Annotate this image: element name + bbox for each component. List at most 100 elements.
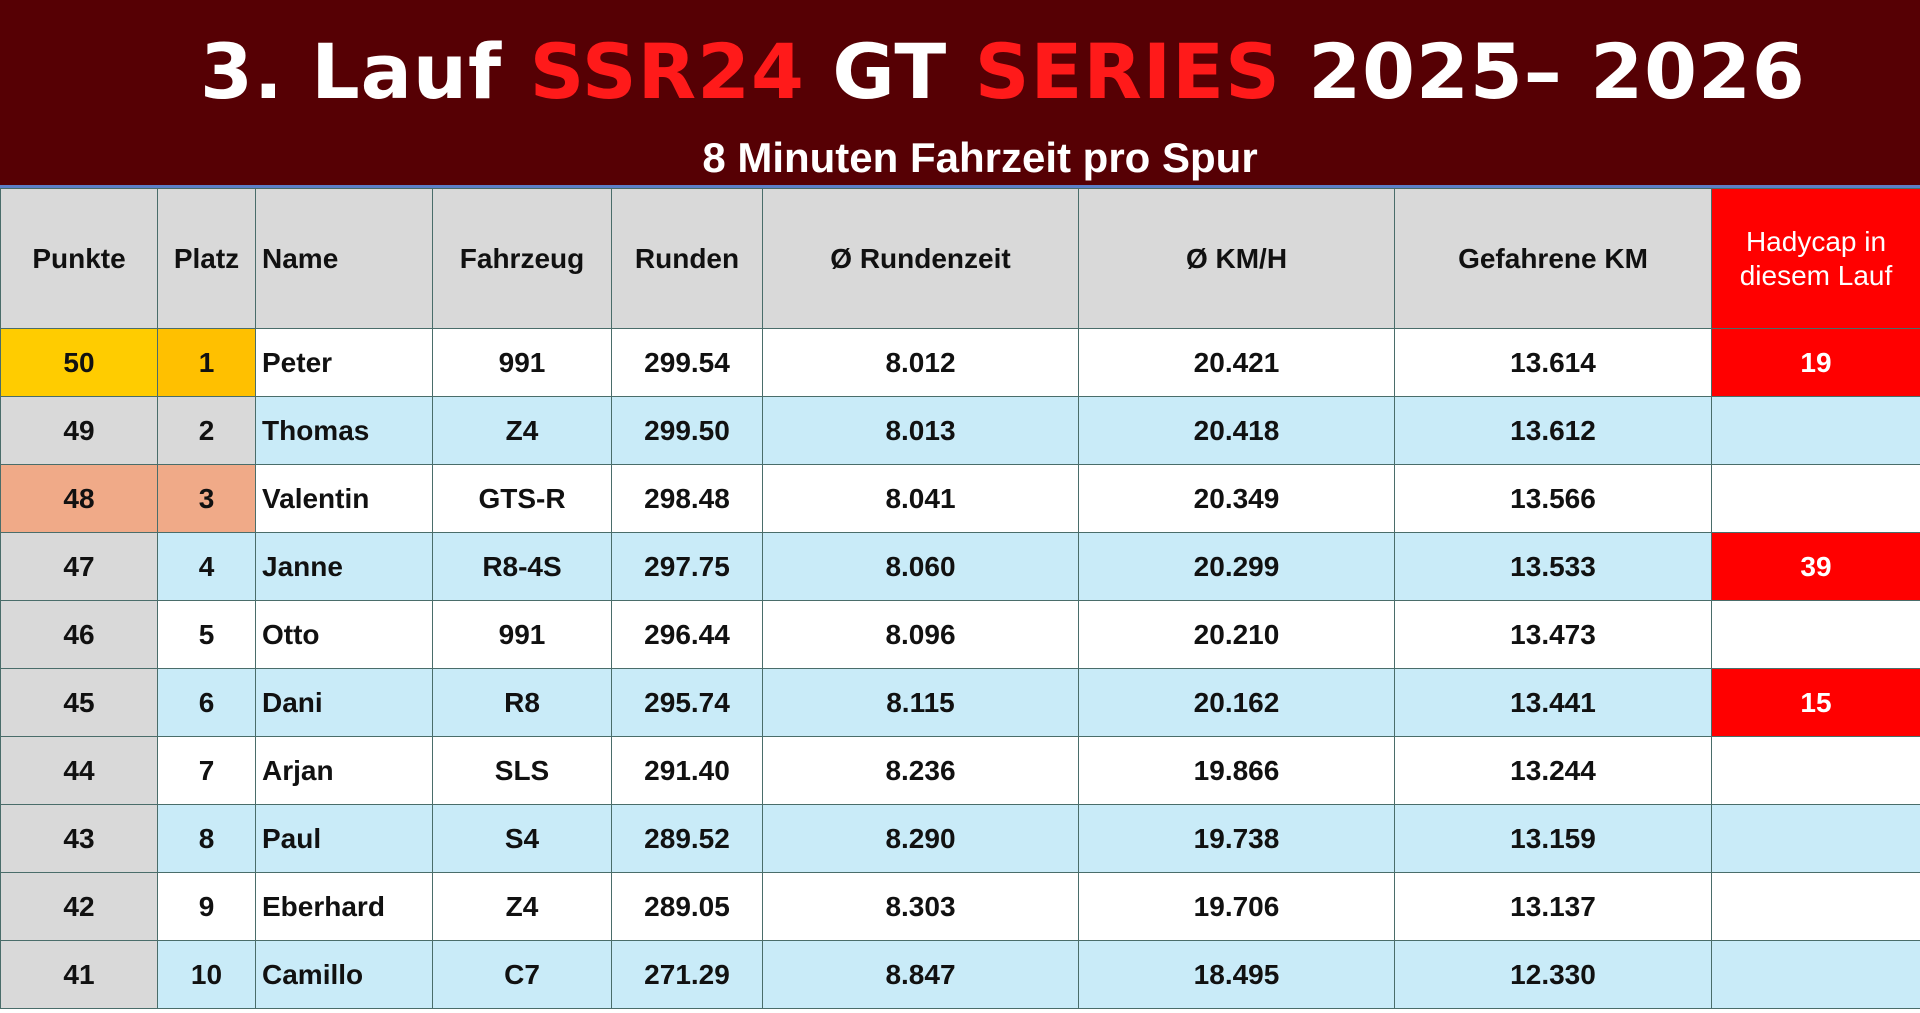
cell-name: Valentin	[255, 464, 433, 533]
cell-rundenzeit: 8.012	[762, 328, 1079, 397]
cell-fahrzeug: SLS	[432, 736, 612, 805]
cell-rundenzeit: 8.847	[762, 940, 1079, 1009]
header-runden: Runden	[611, 188, 763, 329]
cell-kmh: 19.706	[1078, 872, 1395, 941]
cell-runden: 296.44	[611, 600, 763, 669]
cell-name: Dani	[255, 668, 433, 737]
cell-platz: 7	[157, 736, 256, 805]
cell-km: 13.566	[1394, 464, 1712, 533]
cell-punkte: 44	[0, 736, 158, 805]
table-row: 46 5 Otto 991 296.44 8.096 20.210 13.473	[0, 600, 1920, 669]
cell-rundenzeit: 8.290	[762, 804, 1079, 873]
cell-punkte: 42	[0, 872, 158, 941]
title-season: 2025– 2026	[1280, 27, 1806, 116]
header-handicap: Hadycap in diesem Lauf	[1711, 188, 1920, 329]
cell-runden: 297.75	[611, 532, 763, 601]
cell-runden: 291.40	[611, 736, 763, 805]
cell-kmh: 20.421	[1078, 328, 1395, 397]
cell-fahrzeug: Z4	[432, 872, 612, 941]
cell-platz: 4	[157, 532, 256, 601]
header-punkte: Punkte	[0, 188, 158, 329]
cell-name: Thomas	[255, 396, 433, 465]
cell-platz: 2	[157, 396, 256, 465]
cell-km: 12.330	[1394, 940, 1712, 1009]
cell-platz: 8	[157, 804, 256, 873]
header-row: Punkte Platz Name Fahrzeug Runden Ø Rund…	[0, 188, 1920, 329]
cell-fahrzeug: GTS-R	[432, 464, 612, 533]
cell-platz: 5	[157, 600, 256, 669]
cell-fahrzeug: 991	[432, 328, 612, 397]
table-row: 45 6 Dani R8 295.74 8.115 20.162 13.441 …	[0, 668, 1920, 737]
cell-kmh: 20.299	[1078, 532, 1395, 601]
cell-rundenzeit: 8.041	[762, 464, 1079, 533]
cell-name: Otto	[255, 600, 433, 669]
cell-platz: 1	[157, 328, 256, 397]
cell-fahrzeug: R8-4S	[432, 532, 612, 601]
cell-handicap: 19	[1711, 328, 1920, 397]
cell-kmh: 18.495	[1078, 940, 1395, 1009]
cell-km: 13.612	[1394, 396, 1712, 465]
cell-kmh: 19.738	[1078, 804, 1395, 873]
cell-runden: 299.54	[611, 328, 763, 397]
cell-platz: 6	[157, 668, 256, 737]
title-part-1: 3. Lauf	[200, 27, 530, 116]
cell-handicap	[1711, 464, 1920, 533]
cell-km: 13.441	[1394, 668, 1712, 737]
cell-handicap	[1711, 940, 1920, 1009]
cell-rundenzeit: 8.236	[762, 736, 1079, 805]
cell-km: 13.159	[1394, 804, 1712, 873]
title-series-word: SERIES	[974, 27, 1281, 116]
table-row: 49 2 Thomas Z4 299.50 8.013 20.418 13.61…	[0, 396, 1920, 465]
cell-kmh: 20.210	[1078, 600, 1395, 669]
cell-punkte: 50	[0, 328, 158, 397]
page-subtitle: 8 Minuten Fahrzeit pro Spur	[702, 134, 1258, 181]
cell-name: Peter	[255, 328, 433, 397]
cell-name: Janne	[255, 532, 433, 601]
cell-runden: 289.05	[611, 872, 763, 941]
cell-punkte: 48	[0, 464, 158, 533]
header-name: Name	[255, 188, 433, 329]
cell-platz: 10	[157, 940, 256, 1009]
cell-rundenzeit: 8.115	[762, 668, 1079, 737]
table-row: 47 4 Janne R8-4S 297.75 8.060 20.299 13.…	[0, 532, 1920, 601]
cell-runden: 295.74	[611, 668, 763, 737]
cell-fahrzeug: C7	[432, 940, 612, 1009]
cell-kmh: 20.418	[1078, 396, 1395, 465]
cell-km: 13.137	[1394, 872, 1712, 941]
cell-runden: 298.48	[611, 464, 763, 533]
cell-km: 13.473	[1394, 600, 1712, 669]
cell-platz: 9	[157, 872, 256, 941]
cell-rundenzeit: 8.096	[762, 600, 1079, 669]
header-gefahrene-km: Gefahrene KM	[1394, 188, 1712, 329]
cell-handicap	[1711, 396, 1920, 465]
cell-km: 13.533	[1394, 532, 1712, 601]
table-row: 42 9 Eberhard Z4 289.05 8.303 19.706 13.…	[0, 872, 1920, 941]
cell-punkte: 46	[0, 600, 158, 669]
cell-km: 13.244	[1394, 736, 1712, 805]
cell-handicap	[1711, 804, 1920, 873]
cell-name: Camillo	[255, 940, 433, 1009]
cell-rundenzeit: 8.303	[762, 872, 1079, 941]
cell-punkte: 47	[0, 532, 158, 601]
header-rundenzeit: Ø Rundenzeit	[762, 188, 1079, 329]
cell-handicap	[1711, 872, 1920, 941]
cell-fahrzeug: Z4	[432, 396, 612, 465]
cell-kmh: 20.349	[1078, 464, 1395, 533]
cell-runden: 299.50	[611, 396, 763, 465]
cell-fahrzeug: 991	[432, 600, 612, 669]
title-series-ssr24: SSR24	[529, 27, 805, 116]
header-platz: Platz	[157, 188, 256, 329]
cell-handicap	[1711, 600, 1920, 669]
table-row: 43 8 Paul S4 289.52 8.290 19.738 13.159	[0, 804, 1920, 873]
title-part-2: GT	[804, 27, 975, 116]
cell-rundenzeit: 8.013	[762, 396, 1079, 465]
page-title: 3. Lauf SSR24 GT SERIES 2025– 2026	[200, 22, 1806, 122]
results-table: Punkte Platz Name Fahrzeug Runden Ø Rund…	[0, 188, 1920, 1009]
header-fahrzeug: Fahrzeug	[432, 188, 612, 329]
header-kmh: Ø KM/H	[1078, 188, 1395, 329]
table-row: 50 1 Peter 991 299.54 8.012 20.421 13.61…	[0, 328, 1920, 397]
table-row: 48 3 Valentin GTS-R 298.48 8.041 20.349 …	[0, 464, 1920, 533]
cell-fahrzeug: R8	[432, 668, 612, 737]
cell-kmh: 19.866	[1078, 736, 1395, 805]
